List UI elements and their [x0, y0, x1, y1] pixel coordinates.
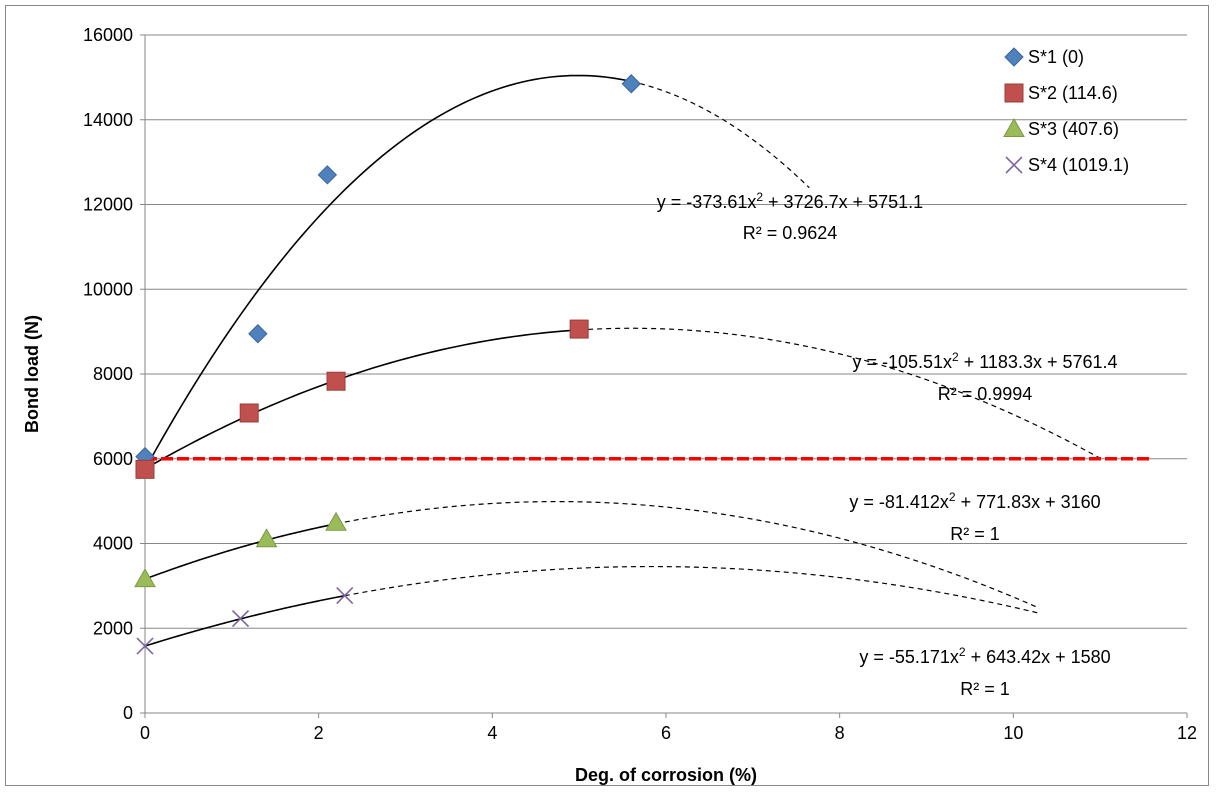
trendlines	[144, 74, 1101, 647]
trend-r-squared: R² = 1	[960, 679, 1010, 699]
data-point	[317, 165, 338, 185]
trendline-solid	[144, 523, 337, 580]
trend-equation: y = -81.412x2 + 771.83x + 3160	[849, 490, 1100, 512]
legend-marker	[1003, 117, 1025, 137]
trendline-dashed	[344, 565, 1040, 614]
y-tick-label: 16000	[83, 25, 133, 45]
data-point	[325, 511, 347, 531]
marker-stroke	[231, 609, 250, 628]
trendline-dashed	[579, 327, 1101, 459]
trend-r-squared: R² = 1	[950, 524, 1000, 544]
trendline-solid	[144, 74, 632, 470]
trend-r-squared: R² = 0.9994	[938, 384, 1033, 404]
data-point	[239, 403, 259, 423]
marker-stroke	[336, 587, 354, 605]
data-point	[248, 324, 268, 344]
trend-r-squared: R² = 0.9624	[743, 223, 838, 243]
y-tick-label: 2000	[93, 618, 133, 638]
marker-stroke	[136, 637, 154, 655]
x-tick-label: 4	[487, 723, 497, 743]
data-markers	[134, 74, 641, 655]
y-tick-label: 14000	[83, 110, 133, 130]
legend-marker	[1004, 47, 1024, 67]
legend-label: S*2 (114.6)	[1028, 83, 1118, 103]
legend-label: S*1 (0)	[1028, 47, 1084, 67]
legend-marker	[1005, 156, 1023, 174]
data-point	[621, 74, 641, 94]
legend-label: S*3 (407.6)	[1028, 119, 1119, 139]
trend-equation: y = -55.171x2 + 643.42x + 1580	[859, 645, 1110, 667]
x-tick-label: 6	[661, 723, 671, 743]
y-tick-label: 0	[123, 703, 133, 723]
x-tick-label: 12	[1177, 723, 1197, 743]
data-point	[134, 568, 156, 588]
trendline-solid	[144, 594, 345, 647]
y-axis-title: Bond load (N)	[22, 315, 42, 433]
data-point	[136, 637, 154, 655]
data-point	[336, 587, 354, 605]
legend-label: S*4 (1019.1)	[1028, 155, 1129, 175]
y-tick-label: 6000	[93, 449, 133, 469]
legend-marker	[1004, 83, 1024, 103]
data-point	[569, 319, 589, 339]
x-tick-label: 10	[1003, 723, 1023, 743]
y-tick-label: 12000	[83, 195, 133, 215]
x-tick-label: 2	[314, 723, 324, 743]
trendline-dashed	[335, 500, 1040, 609]
trendline-solid	[144, 329, 580, 470]
equation-labels: y = -373.61x2 + 3726.7x + 5751.1 R² = 0.9…	[657, 190, 1118, 699]
x-axis-title: Deg. of corrosion (%)	[575, 765, 757, 785]
data-point	[231, 609, 250, 628]
legend: S*1 (0) S*2 (114.6) S*3 (407.6) S*4 (1019.1…	[1003, 47, 1129, 175]
trend-equation: y = -373.61x2 + 3726.7x + 5751.1	[657, 190, 923, 212]
marker-stroke	[1005, 156, 1023, 174]
y-tick-label: 8000	[93, 364, 133, 384]
data-point	[255, 528, 278, 548]
y-tick-label: 10000	[83, 279, 133, 299]
axes: 0 2000 4000 6000 8000 10000 12000 14000 16000 0 2 4…	[83, 25, 1197, 743]
trend-equation: y = -105.51x2 + 1183.3x + 5761.4	[852, 350, 1117, 372]
trendline-dashed	[631, 80, 810, 189]
data-point	[326, 371, 346, 391]
data-point	[135, 459, 155, 479]
x-tick-label: 0	[140, 723, 150, 743]
y-tick-label: 4000	[93, 534, 133, 554]
x-tick-label: 8	[835, 723, 845, 743]
